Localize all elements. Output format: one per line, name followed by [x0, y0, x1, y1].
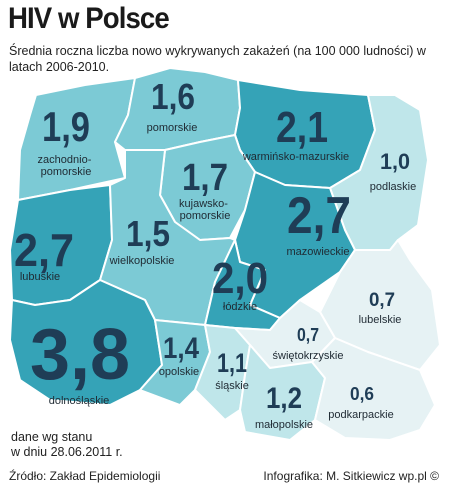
value-swietokrzyskie: 0,7 — [297, 325, 319, 345]
name-wielkopolskie: wielkopolskie — [109, 255, 175, 267]
value-kujawsko-pomorskie: 1,7 — [182, 157, 228, 199]
name-lodzkie: łódzkie — [223, 301, 257, 313]
value-opolskie: 1,4 — [163, 332, 199, 365]
name-kujawsko-pomorskie-line1: kujawsko- — [179, 198, 228, 210]
value-lodzkie: 2,0 — [212, 254, 268, 303]
map-title: HIV w Polsce — [8, 2, 170, 35]
data-date-note-line2: w dniu 28.06.2011 r. — [11, 444, 123, 459]
value-zachodniopomorskie: 1,9 — [42, 103, 90, 150]
name-lubuskie: lubuskie — [20, 271, 60, 283]
name-lubelskie: lubelskie — [359, 314, 402, 326]
name-pomorskie: pomorskie — [147, 122, 198, 134]
value-malopolskie: 1,2 — [266, 382, 302, 415]
value-podlaskie: 1,0 — [380, 149, 410, 174]
name-podlaskie: podlaskie — [370, 181, 416, 193]
name-zachodniopomorskie: zachodnio- pomorskie — [38, 154, 95, 178]
name-slaskie: śląskie — [215, 380, 249, 392]
data-date-note-line1: dane wg stanu — [11, 430, 93, 444]
name-malopolskie: małopolskie — [255, 419, 313, 431]
name-kujawsko-pomorskie-line2: pomorskie — [180, 210, 231, 222]
value-mazowieckie: 2,7 — [287, 187, 351, 245]
name-kujawsko-pomorskie: kujawsko- pomorskie — [179, 198, 231, 222]
name-zachodniopomorskie-line2: pomorskie — [41, 166, 92, 178]
name-dolnoslaskie: dolnośląskie — [49, 395, 110, 407]
region-malopolskie — [239, 344, 326, 441]
value-slaskie: 1,1 — [217, 348, 247, 378]
value-podkarpackie: 0,6 — [350, 384, 374, 404]
region-podkarpackie — [311, 337, 436, 441]
value-lubuskie: 2,7 — [14, 224, 74, 276]
data-date-note: dane wg stanu w dniu 28.06.2011 r. — [11, 430, 123, 459]
source-text: Źródło: Zakład Epidemiologii — [9, 469, 161, 483]
region-lubelskie — [319, 239, 441, 371]
name-warminsko-mazurskie: warmińsko-mazurskie — [242, 151, 349, 163]
value-pomorskie: 1,6 — [151, 76, 195, 117]
name-swietokrzyskie: świętokrzyskie — [273, 350, 344, 362]
value-lubelskie: 0,7 — [369, 290, 395, 311]
name-podkarpackie: podkarpackie — [328, 409, 393, 421]
name-opolskie: opolskie — [159, 366, 199, 378]
value-dolnoslaskie: 3,8 — [30, 315, 130, 395]
name-mazowieckie: mazowieckie — [287, 246, 350, 258]
value-warminsko-mazurskie: 2,1 — [276, 103, 328, 152]
map-subtitle: Średnia roczna liczba nowo wykrywanych z… — [9, 44, 426, 74]
name-zachodniopomorskie-line1: zachodnio- — [38, 154, 92, 166]
value-wielkopolskie: 1,5 — [126, 213, 170, 254]
credit-text: Infografika: M. Sitkiewicz wp.pl © — [263, 469, 439, 483]
